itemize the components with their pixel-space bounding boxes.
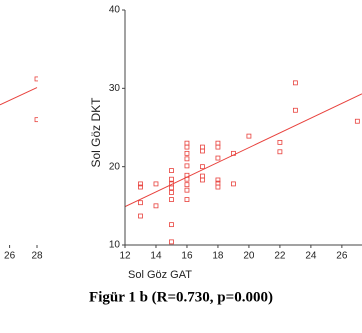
point [184,197,190,202]
point [200,164,205,170]
point [169,190,174,195]
point [138,213,143,219]
point [169,222,174,228]
point [184,144,190,150]
x-tick-label: 28 [31,251,43,262]
point [200,177,205,183]
point [169,197,174,202]
point [231,150,236,156]
point [169,168,174,173]
point [138,181,143,187]
point [184,182,190,188]
point [184,156,190,162]
point [215,144,221,150]
x-tick-label: 16 [181,251,193,262]
x-tick-label: 14 [150,251,162,262]
point [169,239,174,245]
point [246,133,252,139]
point [153,181,159,187]
y-tick-label: 40 [109,5,121,16]
point [169,176,174,182]
point [184,140,190,146]
point [184,163,190,169]
x-tick-label: 18 [212,251,224,262]
point [277,139,283,145]
point [34,117,38,123]
caption: Figür 1 b (R=0.730, p=0.000) [89,289,273,305]
fit-line [125,93,362,208]
point [200,173,205,179]
point [200,144,205,150]
x-axis-label: Sol Göz GAT [128,269,192,281]
point [215,140,221,146]
point [354,118,360,124]
point [200,148,205,154]
point [292,107,298,113]
x-tick-label: 22 [274,251,286,262]
x-tick-label: 20 [243,251,255,262]
point [215,177,221,183]
point [138,184,143,190]
point [292,80,298,86]
plot [125,80,362,245]
point [277,149,283,155]
point [215,184,221,190]
y-tick-label: 30 [109,83,121,94]
x-tick-label: 26 [336,251,348,262]
point [138,200,143,206]
x-tick-label: 24 [305,251,317,262]
y-tick-label: 20 [109,161,121,172]
point [184,176,190,182]
x-tick-label: 26 [4,251,16,262]
plot [0,76,38,123]
point [34,76,38,82]
x-tick-label: 12 [119,251,131,262]
y-tick-label: 10 [109,240,121,251]
point [184,150,190,156]
fit-line [0,87,38,106]
point [215,155,221,161]
point [231,181,236,187]
y-axis-label: Sol Göz DKT [89,97,103,168]
point [169,185,174,191]
point [184,187,190,193]
point [153,203,159,209]
